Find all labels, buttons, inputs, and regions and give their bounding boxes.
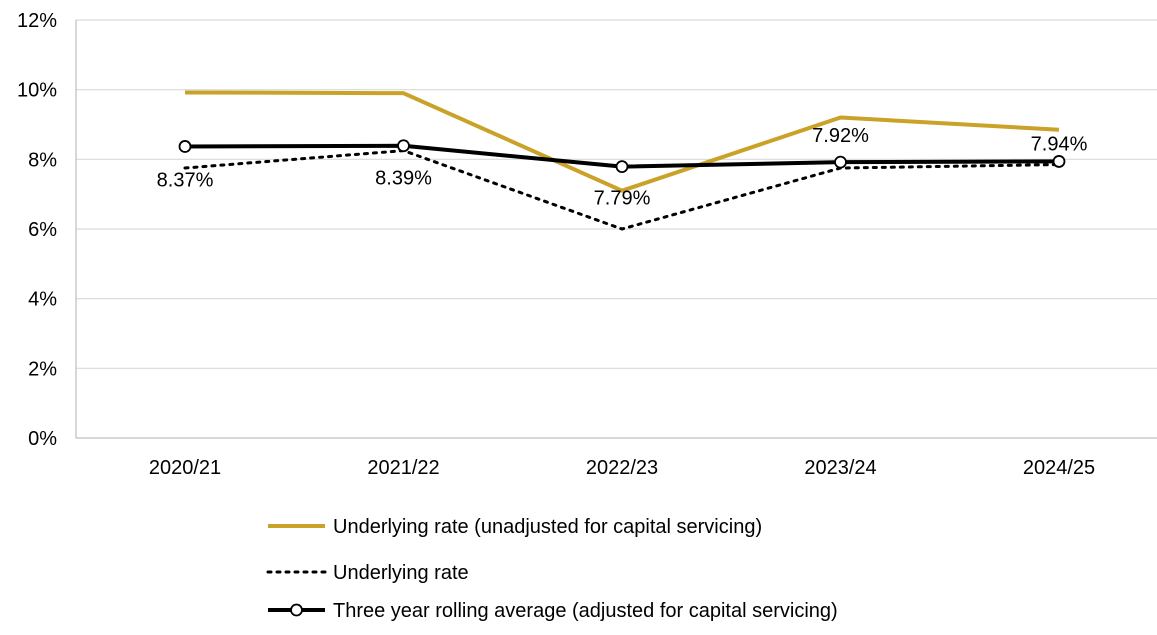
legend-item: Three year rolling average (adjusted for…	[268, 600, 838, 622]
data-point-marker	[397, 139, 410, 153]
series-line-1	[184, 90, 1060, 193]
x-tick-label: 2020/21	[149, 457, 221, 479]
x-tick-label: 2022/23	[586, 457, 658, 479]
y-tick-label: 8%	[28, 149, 57, 171]
legend-marker	[290, 603, 303, 617]
data-label: 7.94%	[1031, 133, 1088, 155]
data-point-marker	[178, 140, 192, 153]
data-point-marker	[834, 155, 847, 169]
data-labels: 8.37% 8.39% 7.79% 7.92% 7.94%	[157, 125, 1088, 210]
data-point-marker	[1052, 155, 1066, 168]
data-label: 7.79%	[594, 188, 651, 210]
y-tick-label: 6%	[28, 219, 57, 241]
data-label: 7.92%	[812, 125, 869, 147]
legend-label: Underlying rate (unadjusted for capital …	[333, 516, 762, 538]
legend-item: Underlying rate	[266, 562, 469, 584]
y-tick-label: 10%	[17, 80, 57, 102]
legend-label: Underlying rate	[333, 562, 469, 584]
y-tick-label: 4%	[28, 289, 57, 311]
y-tick-label: 0%	[28, 428, 57, 450]
data-point-marker	[615, 160, 629, 174]
axes: 0% 2% 4% 6% 8% 10% 12% 2020/21 2021/22 2022/23 202…	[17, 10, 1157, 479]
legend-label: Three year rolling average (adjusted for…	[333, 600, 838, 622]
grid-lines	[76, 19, 1157, 369]
x-tick-label: 2023/24	[804, 457, 876, 479]
legend-item: Underlying rate (unadjusted for capital …	[268, 516, 762, 538]
data-label: 8.37%	[157, 169, 214, 191]
y-tick-label: 12%	[17, 10, 57, 32]
series-markers	[178, 139, 1066, 174]
x-tick-label: 2021/22	[367, 457, 439, 479]
series-line-2	[183, 149, 1061, 231]
y-tick-label: 2%	[28, 358, 57, 380]
legend: Underlying rate (unadjusted for capital …	[266, 516, 838, 622]
x-tick-label: 2024/25	[1023, 457, 1095, 479]
data-label: 8.39%	[375, 168, 432, 190]
